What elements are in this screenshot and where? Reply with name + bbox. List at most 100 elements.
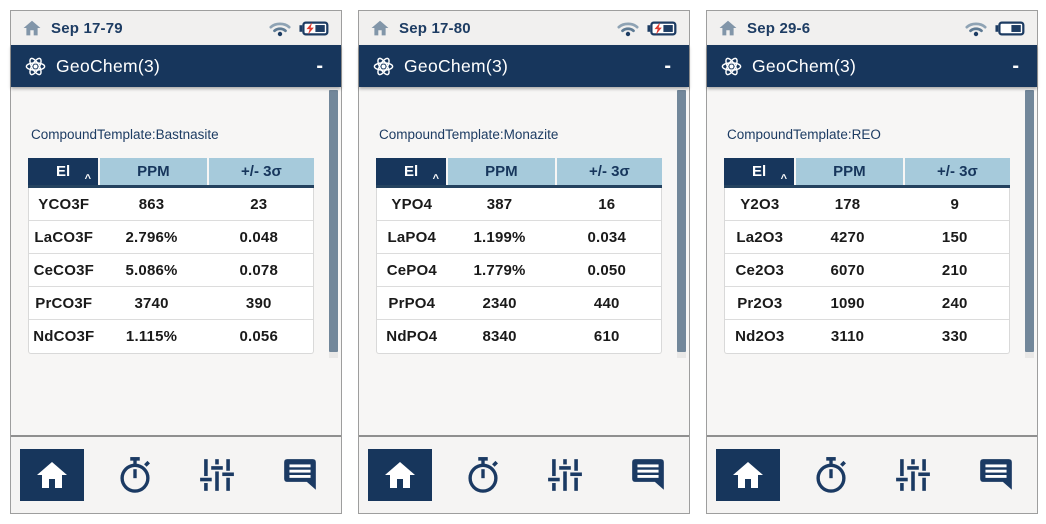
atom-icon[interactable]: [372, 55, 395, 78]
home-icon: [37, 462, 68, 488]
scrollbar-track[interactable]: [329, 90, 338, 358]
table-row[interactable]: LaCO3F 2.796% 0.048: [29, 221, 313, 254]
nav-home-button[interactable]: [716, 449, 781, 501]
stopwatch-icon: [816, 457, 846, 493]
sliders-icon: [548, 459, 583, 491]
column-header-sigma[interactable]: +/- 3σ: [904, 158, 1010, 185]
results-table: El ^ PPM +/- 3σ YPO4 387 16 LaPO4 1.199% 0.03…: [376, 158, 662, 354]
minimize-button[interactable]: -: [664, 55, 671, 77]
chat-icon: [979, 459, 1012, 490]
sort-asc-icon: ^: [780, 173, 788, 185]
home-status-icon: [719, 20, 737, 36]
compound-cell: Ce2O3: [735, 261, 785, 279]
table-row[interactable]: La2O3 4270 150: [725, 221, 1009, 254]
sigma-cell: 390: [245, 294, 272, 312]
home-icon: [385, 462, 416, 488]
table-row[interactable]: PrCO3F 3740 390: [29, 287, 313, 320]
ppm-cell: 8340: [482, 328, 517, 345]
minimize-button[interactable]: -: [316, 55, 323, 77]
sigma-cell: 9: [950, 195, 960, 213]
bottom-nav: [359, 435, 689, 513]
device-screen: Sep 17-79: [10, 10, 342, 514]
table-body: Y2O3 178 9 La2O3 4270 150 Ce2O3 6070 210 Pr2O3 109…: [724, 188, 1010, 354]
home-icon: [733, 462, 764, 488]
compound-cell: CePO4: [386, 261, 437, 279]
scrollbar-thumb[interactable]: [1025, 90, 1034, 352]
nav-adjustments-button[interactable]: [546, 456, 584, 494]
ppm-cell: 1.779%: [473, 261, 526, 279]
column-header-sigma[interactable]: +/- 3σ: [556, 158, 662, 185]
scrollbar-thumb[interactable]: [677, 90, 686, 352]
scrollbar-track[interactable]: [677, 90, 686, 358]
ppm-cell: 863: [138, 195, 165, 213]
compound-cell: LaPO4: [387, 228, 437, 246]
battery-icon: [995, 20, 1025, 36]
sigma-cell: 210: [941, 261, 968, 279]
ppm-cell: 178: [834, 195, 861, 213]
results-table: El ^ PPM +/- 3σ YCO3F 863 23 LaCO3F 2.796% 0.…: [28, 158, 314, 354]
column-header-ppm[interactable]: PPM: [796, 158, 903, 185]
nav-stopwatch-button[interactable]: [116, 456, 154, 494]
nav-stopwatch-button[interactable]: [464, 456, 502, 494]
ppm-cell: 3740: [134, 294, 169, 312]
table-row[interactable]: CeCO3F 5.086% 0.078: [29, 254, 313, 287]
nav-messages-button[interactable]: [977, 457, 1015, 493]
home-status-icon: [23, 20, 41, 36]
compound-cell: YPO4: [391, 195, 433, 213]
device-screen: Sep 29-6: [706, 10, 1038, 514]
table-row[interactable]: Nd2O3 3110 330: [725, 320, 1009, 353]
table-row[interactable]: Y2O3 178 9: [725, 188, 1009, 221]
table-body: YCO3F 863 23 LaCO3F 2.796% 0.048 CeCO3F 5.086% 0…: [28, 188, 314, 354]
sigma-cell: 0.050: [587, 261, 627, 279]
atom-icon[interactable]: [720, 55, 743, 78]
column-header-el[interactable]: El ^: [28, 158, 99, 185]
sort-asc-icon: ^: [84, 173, 92, 185]
nav-messages-button[interactable]: [281, 457, 319, 493]
nav-home-button[interactable]: [368, 449, 433, 501]
app-title: GeoChem(3): [56, 55, 161, 76]
bottom-nav: [707, 435, 1037, 513]
status-date: Sep 17-79: [51, 19, 123, 37]
title-bar: GeoChem(3) -: [359, 45, 689, 87]
table-row[interactable]: CePO4 1.779% 0.050: [377, 254, 661, 287]
ppm-cell: 387: [486, 195, 513, 213]
column-header-el-label: El: [55, 163, 71, 180]
table-row[interactable]: LaPO4 1.199% 0.034: [377, 221, 661, 254]
table-row[interactable]: YCO3F 863 23: [29, 188, 313, 221]
table-row[interactable]: Ce2O3 6070 210: [725, 254, 1009, 287]
nav-messages-button[interactable]: [629, 457, 667, 493]
stopwatch-icon: [468, 457, 498, 493]
sigma-cell: 610: [593, 328, 620, 345]
nav-adjustments-button[interactable]: [198, 456, 236, 494]
table-row[interactable]: NdPO4 8340 610: [377, 320, 661, 353]
table-row[interactable]: PrPO4 2340 440: [377, 287, 661, 320]
compound-cell: LaCO3F: [34, 228, 94, 246]
status-date: Sep 29-6: [747, 19, 811, 37]
table-row[interactable]: YPO4 387 16: [377, 188, 661, 221]
column-header-ppm[interactable]: PPM: [100, 158, 207, 185]
compound-cell: NdPO4: [386, 328, 438, 345]
ppm-cell: 2.796%: [125, 228, 178, 246]
nav-home-button[interactable]: [20, 449, 85, 501]
wifi-icon: [965, 22, 987, 36]
charging-bolt-icon: [654, 22, 662, 34]
compound-template-label: CompoundTemplate:REO: [727, 127, 881, 142]
sigma-cell: 330: [941, 328, 968, 345]
wifi-icon: [269, 22, 291, 36]
table-row[interactable]: NdCO3F 1.115% 0.056: [29, 320, 313, 353]
column-header-el[interactable]: El ^: [376, 158, 447, 185]
scrollbar-thumb[interactable]: [329, 90, 338, 352]
nav-stopwatch-button[interactable]: [812, 456, 850, 494]
table-row[interactable]: Pr2O3 1090 240: [725, 287, 1009, 320]
atom-icon[interactable]: [24, 55, 47, 78]
results-table: El ^ PPM +/- 3σ Y2O3 178 9 La2O3 4270 150 Ce2O…: [724, 158, 1010, 354]
column-header-el[interactable]: El ^: [724, 158, 795, 185]
column-header-el-label: El: [751, 163, 767, 180]
column-header-sigma[interactable]: +/- 3σ: [208, 158, 314, 185]
minimize-button[interactable]: -: [1012, 55, 1019, 77]
app-title: GeoChem(3): [404, 55, 509, 76]
column-header-ppm[interactable]: PPM: [448, 158, 555, 185]
nav-adjustments-button[interactable]: [894, 456, 932, 494]
status-bar: Sep 29-6: [707, 11, 1037, 45]
scrollbar-track[interactable]: [1025, 90, 1034, 358]
